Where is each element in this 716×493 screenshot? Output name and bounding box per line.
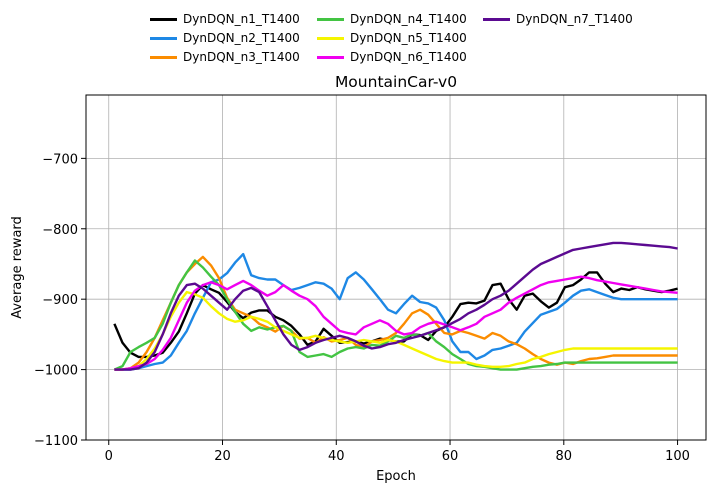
legend-label: DynDQN_n5_T1400 (350, 31, 467, 45)
x-tick-label: 100 (665, 449, 690, 464)
x-tick-label: 80 (556, 449, 573, 464)
series-line-DynDQN_n7_T1400 (114, 241, 678, 371)
legend-item: DynDQN_n5_T1400 (317, 31, 467, 45)
series-line-DynDQN_n5_T1400 (114, 290, 678, 371)
legend-swatch (483, 17, 510, 21)
series-line-DynDQN_n2_T1400 (114, 252, 678, 371)
legend-item: DynDQN_n1_T1400 (150, 12, 300, 26)
chart-title: MountainCar-v0 (335, 73, 457, 91)
plot-frame (85, 94, 707, 441)
legend-label: DynDQN_n7_T1400 (516, 12, 633, 26)
legend-swatch (150, 17, 177, 21)
legend-item: DynDQN_n6_T1400 (317, 50, 467, 64)
ticks: 0 20 40 60 80 100 −1100 −1000 −900 −800 −700 (34, 152, 690, 464)
legend-item: DynDQN_n4_T1400 (317, 12, 467, 26)
legend-swatch (150, 55, 177, 59)
legend-swatch (317, 36, 344, 40)
legend-swatch (150, 36, 177, 40)
x-tick-label: 40 (328, 449, 345, 464)
legend-item: DynDQN_n7_T1400 (483, 12, 633, 26)
legend-label: DynDQN_n2_T1400 (183, 31, 300, 45)
series-layer (113, 241, 678, 371)
x-tick-label: 60 (442, 449, 459, 464)
legend-swatch (317, 55, 344, 59)
y-tick-label: −900 (42, 293, 78, 308)
legend-label: DynDQN_n1_T1400 (183, 12, 300, 26)
x-tick-label: 0 (105, 449, 113, 464)
y-tick-label: −1000 (34, 364, 78, 379)
legend-item: DynDQN_n2_T1400 (150, 31, 300, 45)
y-axis-title: Average reward (10, 216, 25, 319)
legend-swatch (317, 17, 344, 21)
series-line-DynDQN_n6_T1400 (114, 275, 678, 371)
y-tick-label: −1100 (34, 434, 78, 449)
legend-label: DynDQN_n6_T1400 (350, 50, 467, 64)
legend-label: DynDQN_n4_T1400 (350, 12, 467, 26)
y-tick-label: −800 (42, 223, 78, 238)
series-line-DynDQN_n3_T1400 (114, 255, 678, 371)
legend-item: DynDQN_n3_T1400 (150, 50, 300, 64)
y-tick-label: −700 (42, 152, 78, 167)
series-line-DynDQN_n4_T1400 (113, 259, 678, 371)
legend-label: DynDQN_n3_T1400 (183, 50, 300, 64)
x-tick-label: 20 (214, 449, 231, 464)
x-axis-title: Epoch (376, 469, 416, 484)
